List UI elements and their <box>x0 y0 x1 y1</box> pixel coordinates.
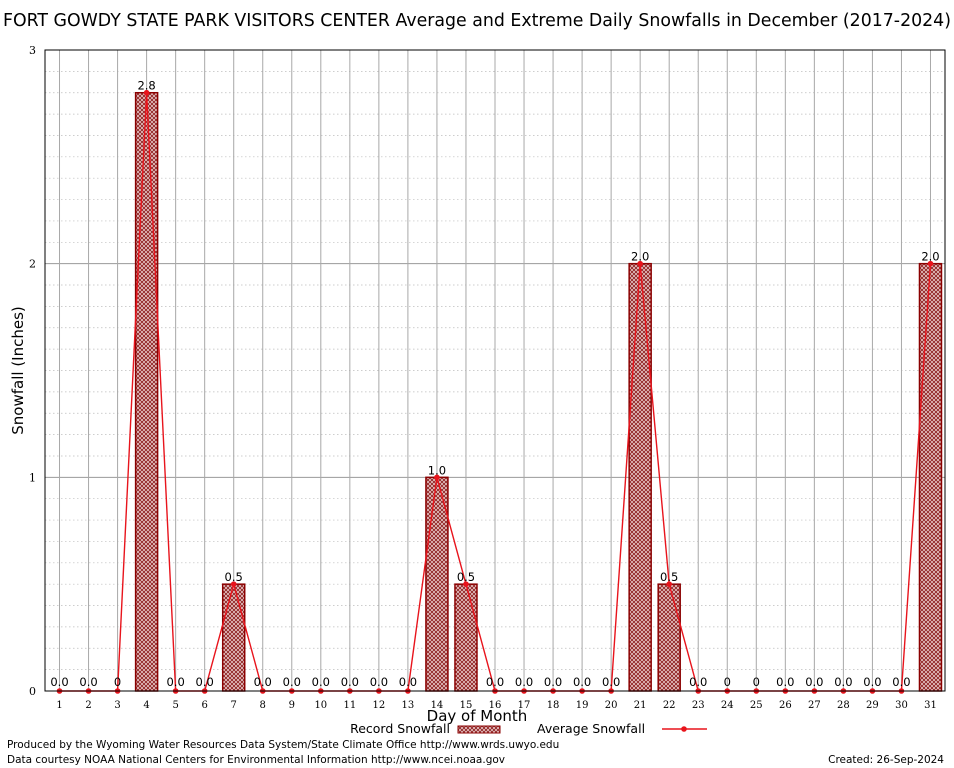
x-tick-label: 29 <box>866 700 879 711</box>
x-tick-label: 21 <box>634 700 647 711</box>
data-label: 0.5 <box>660 570 678 584</box>
footer-created-date: Created: 26-Sep-2024 <box>828 754 944 766</box>
x-tick-label: 3 <box>114 700 120 711</box>
data-label: 0.0 <box>515 675 533 689</box>
data-label: 0.0 <box>50 675 68 689</box>
average-point <box>927 260 934 267</box>
record-bar <box>657 583 681 692</box>
y-axis-label: Snowfall (Inches) <box>9 306 27 434</box>
x-tick-label: 17 <box>518 700 531 711</box>
x-tick-label: 31 <box>924 700 937 711</box>
data-label: 0 <box>753 675 760 689</box>
data-label: 0.0 <box>283 675 301 689</box>
average-point <box>143 89 150 96</box>
data-label: 0.0 <box>79 675 97 689</box>
data-label: 0.0 <box>196 675 214 689</box>
record-bar <box>425 476 449 692</box>
x-tick-label: 16 <box>489 700 502 711</box>
data-label: 1.0 <box>428 463 446 477</box>
x-tick-label: 14 <box>431 700 444 711</box>
data-label: 2.8 <box>137 79 155 93</box>
y-tick-label: 2 <box>29 258 36 271</box>
record-bar <box>918 262 943 692</box>
data-label: 0.0 <box>863 675 881 689</box>
y-tick-label: 1 <box>29 471 36 484</box>
data-label: 0.0 <box>312 675 330 689</box>
data-label: 2.0 <box>631 250 649 264</box>
x-tick-label: 7 <box>231 700 237 711</box>
x-axis-label: Day of Month <box>427 707 528 725</box>
y-tick-label: 0 <box>29 685 36 698</box>
x-tick-label: 11 <box>343 700 356 711</box>
data-label: 0.0 <box>602 675 620 689</box>
legend-average-marker <box>681 726 687 732</box>
data-label: 0.0 <box>370 675 388 689</box>
legend-record-label: Record Snowfall <box>350 721 450 736</box>
footer-data-courtesy: Data courtesy NOAA National Centers for … <box>7 754 505 766</box>
x-tick-label: 24 <box>721 700 734 711</box>
x-tick-label: 1 <box>56 700 62 711</box>
x-tick-label: 13 <box>402 700 415 711</box>
record-bar <box>221 583 246 692</box>
x-tick-label: 23 <box>692 700 705 711</box>
bars <box>134 91 943 692</box>
record-bar <box>454 583 478 692</box>
x-tick-label: 19 <box>576 700 589 711</box>
x-tick-label: 30 <box>895 700 908 711</box>
average-point <box>434 474 440 481</box>
x-tick-label: 18 <box>547 700 560 711</box>
legend-average-label: Average Snowfall <box>537 721 645 736</box>
x-tick-label: 8 <box>260 700 266 711</box>
average-point <box>463 581 469 587</box>
data-label: 0.0 <box>834 675 852 689</box>
x-tick-label: 2 <box>85 700 91 711</box>
data-label: 0.0 <box>486 675 504 689</box>
data-label: 0.5 <box>457 570 475 584</box>
average-point <box>637 260 643 267</box>
x-tick-label: 12 <box>373 700 386 711</box>
data-label: 0 <box>724 675 731 689</box>
legend: Record Snowfall Average Snowfall <box>350 721 707 736</box>
x-tick-labels: 1 2 3 4 5 6 7 8 9 10 11 12 13 14 15 16 17 18 19 20 21 22 23 24 2… <box>56 700 937 711</box>
x-tick-label: 25 <box>750 700 763 711</box>
plot-frame <box>44 49 946 692</box>
data-label: 0.0 <box>341 675 359 689</box>
x-tick-label: 26 <box>779 700 792 711</box>
x-tick-label: 10 <box>314 700 327 711</box>
average-point <box>230 581 237 587</box>
x-tick-label: 15 <box>460 700 473 711</box>
footer-produced-by: Produced by the Wyoming Water Resources … <box>7 739 559 751</box>
data-label: 0.0 <box>776 675 794 689</box>
record-bar <box>134 91 159 692</box>
x-tick-label: 9 <box>289 700 295 711</box>
y-tick-labels: 0 1 2 3 <box>29 44 36 698</box>
x-tick-label: 4 <box>143 700 149 711</box>
data-label: 0.5 <box>225 570 243 584</box>
record-bar <box>628 262 652 692</box>
x-tick-label: 27 <box>808 700 821 711</box>
x-tick-label: 6 <box>201 700 207 711</box>
data-label: 2.0 <box>921 250 939 264</box>
x-tick-label: 5 <box>172 700 178 711</box>
data-label: 0.0 <box>399 675 417 689</box>
legend-record-swatch <box>457 725 501 734</box>
data-label: 0.0 <box>892 675 910 689</box>
x-tick-label: 22 <box>663 700 676 711</box>
data-label: 0.0 <box>689 675 707 689</box>
data-label: 0.0 <box>573 675 591 689</box>
x-tick-label: 20 <box>605 700 618 711</box>
data-label: 0.0 <box>166 675 184 689</box>
y-tick-label: 3 <box>29 44 36 57</box>
chart-title: FORT GOWDY STATE PARK VISITORS CENTER Av… <box>3 10 951 31</box>
data-label: 0.0 <box>544 675 562 689</box>
data-label: 0.0 <box>805 675 823 689</box>
data-label: 0 <box>114 675 121 689</box>
data-labels: 0.0 0.0 0 2.8 0.0 0.0 0.5 0.0 0.0 0.0 0.0 0.0 0.0 1.0… <box>50 79 939 689</box>
data-label: 0.0 <box>254 675 272 689</box>
average-point <box>666 581 672 587</box>
x-tick-label: 28 <box>837 700 850 711</box>
grid <box>45 49 945 692</box>
